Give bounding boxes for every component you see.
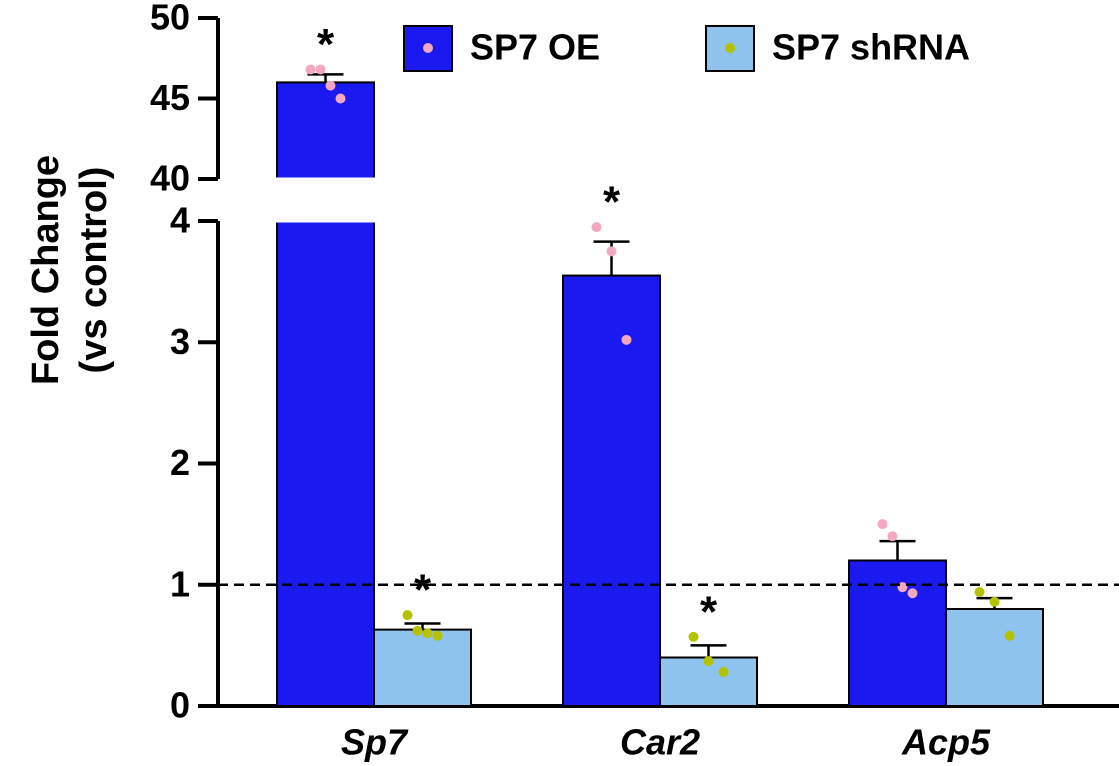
legend-label: SP7 shRNA xyxy=(772,27,970,68)
data-point xyxy=(335,93,346,104)
data-point xyxy=(591,222,602,233)
x-tick-label: Acp5 xyxy=(901,722,991,763)
data-point xyxy=(305,64,316,75)
x-tick-label: Sp7 xyxy=(341,722,409,763)
data-point xyxy=(887,531,898,542)
data-point xyxy=(688,631,699,642)
y-tick-label: 2 xyxy=(170,442,190,483)
data-point xyxy=(432,630,443,641)
y-tick-label: 45 xyxy=(150,77,190,118)
data-point xyxy=(402,610,413,621)
y-axis-label: (vs control) xyxy=(73,167,115,374)
y-tick-label: 4 xyxy=(170,200,190,241)
legend-label: SP7 OE xyxy=(470,27,600,68)
y-tick-label: 50 xyxy=(150,0,190,38)
legend-dot xyxy=(725,43,735,53)
bar xyxy=(373,628,472,707)
data-point xyxy=(621,334,632,345)
data-point xyxy=(718,667,729,678)
significance: * xyxy=(317,20,335,69)
data-point xyxy=(989,596,1000,607)
data-point xyxy=(412,625,423,636)
data-point xyxy=(877,519,888,530)
bar xyxy=(276,81,375,180)
data-point xyxy=(422,628,433,639)
data-point xyxy=(315,64,326,75)
y-tick-label: 0 xyxy=(170,685,190,726)
data-point xyxy=(325,80,336,91)
data-point xyxy=(703,656,714,667)
y-tick-label: 1 xyxy=(170,563,190,604)
y-tick-label: 40 xyxy=(150,158,190,199)
x-tick-label: Car2 xyxy=(620,722,700,763)
significance: * xyxy=(700,588,718,637)
bar xyxy=(945,608,1044,707)
bar xyxy=(848,559,947,707)
data-point xyxy=(1004,630,1015,641)
data-point xyxy=(974,587,985,598)
data-point xyxy=(606,246,617,257)
bar xyxy=(276,220,375,707)
legend-dot xyxy=(423,43,433,53)
significance: * xyxy=(603,178,621,227)
significance: * xyxy=(414,566,432,615)
y-tick-label: 3 xyxy=(170,321,190,362)
y-axis-label: Fold Change xyxy=(25,155,67,385)
bar xyxy=(562,274,661,707)
data-point xyxy=(907,588,918,599)
